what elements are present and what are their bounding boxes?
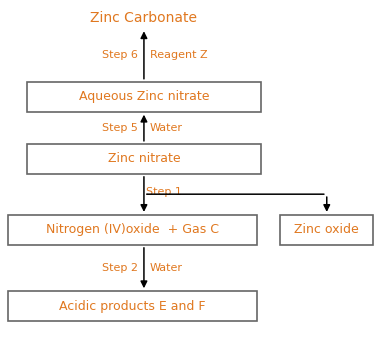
Text: Acidic products E and F: Acidic products E and F xyxy=(59,300,205,313)
Text: Step 6: Step 6 xyxy=(102,50,138,60)
Text: Zinc Carbonate: Zinc Carbonate xyxy=(90,11,198,25)
FancyBboxPatch shape xyxy=(8,291,257,321)
FancyBboxPatch shape xyxy=(280,215,373,245)
Text: Step 1: Step 1 xyxy=(146,187,182,197)
Text: Water: Water xyxy=(150,263,183,273)
Text: Reagent Z: Reagent Z xyxy=(150,50,207,60)
Text: Nitrogen (IV)oxide  + Gas C: Nitrogen (IV)oxide + Gas C xyxy=(46,223,219,236)
FancyBboxPatch shape xyxy=(27,144,261,174)
FancyBboxPatch shape xyxy=(8,215,257,245)
Text: Step 2: Step 2 xyxy=(102,263,138,273)
Text: Aqueous Zinc nitrate: Aqueous Zinc nitrate xyxy=(79,90,209,103)
Text: Zinc nitrate: Zinc nitrate xyxy=(108,152,180,165)
Text: Step 5: Step 5 xyxy=(102,123,138,133)
Text: Zinc oxide: Zinc oxide xyxy=(294,223,359,236)
Text: Water: Water xyxy=(150,123,183,133)
FancyBboxPatch shape xyxy=(27,82,261,112)
